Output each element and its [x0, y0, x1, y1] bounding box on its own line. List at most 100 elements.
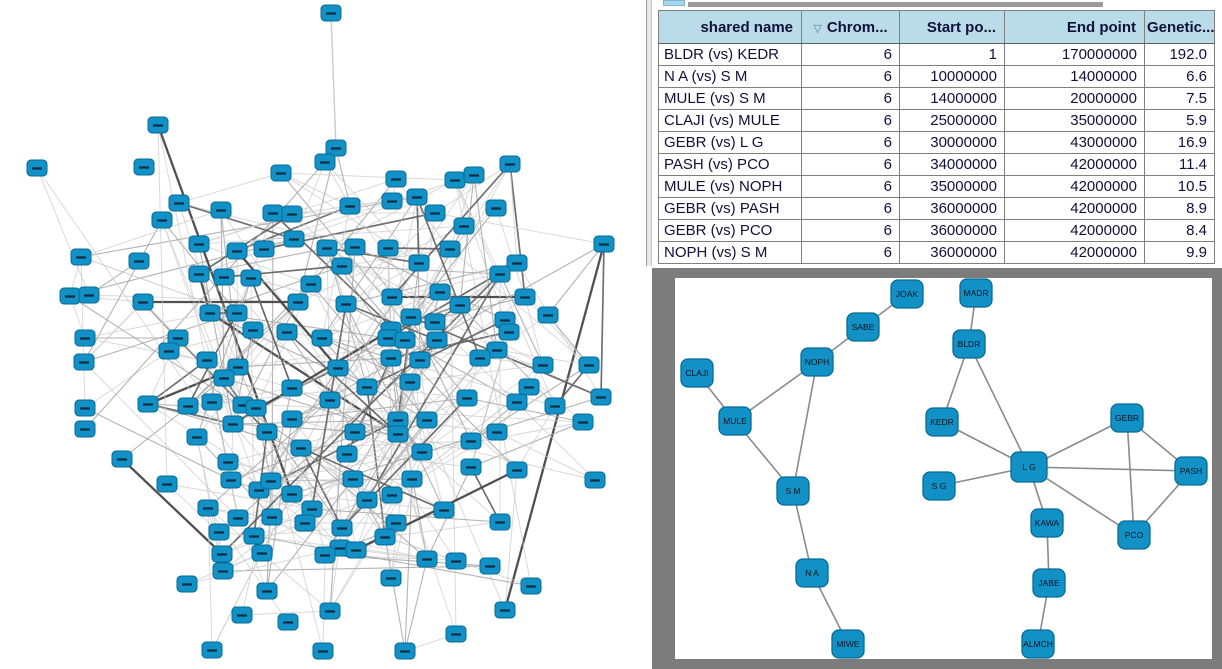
network-node[interactable]	[469, 349, 491, 367]
network-node[interactable]	[283, 230, 305, 248]
network-node[interactable]	[188, 265, 210, 283]
cell-start-point[interactable]: 36000000	[899, 241, 1005, 264]
network-edge-NOPH-SM[interactable]	[792, 361, 818, 492]
network-edge-GEBR-PCO[interactable]	[1126, 417, 1135, 536]
network-node[interactable]	[251, 544, 273, 562]
cell-shared-name[interactable]: N A (vs) S M	[658, 65, 802, 88]
network-node[interactable]	[201, 393, 223, 411]
network-node[interactable]	[416, 411, 438, 429]
cell-start-point[interactable]: 10000000	[899, 65, 1005, 88]
network-node[interactable]	[374, 528, 396, 546]
network-node[interactable]	[188, 235, 210, 253]
network-node[interactable]	[356, 378, 378, 396]
network-node[interactable]	[231, 606, 253, 624]
column-header-shared-name[interactable]: shared name	[658, 10, 802, 44]
cell-end-point[interactable]: 35000000	[1004, 109, 1145, 132]
network-node[interactable]	[381, 288, 403, 306]
cell-genetic-distance[interactable]: 9.9	[1144, 241, 1215, 264]
network-node[interactable]	[74, 420, 96, 438]
network-node[interactable]	[211, 545, 233, 563]
network-node-NA[interactable]: N A	[795, 558, 829, 588]
network-node[interactable]	[506, 461, 528, 479]
network-node[interactable]	[156, 475, 178, 493]
network-node[interactable]	[449, 296, 471, 314]
network-node[interactable]	[387, 425, 409, 443]
cell-start-point[interactable]: 36000000	[899, 197, 1005, 220]
network-node[interactable]	[342, 470, 364, 488]
network-node[interactable]	[240, 269, 262, 287]
network-node-GEBR[interactable]: GEBR	[1110, 403, 1144, 433]
network-node[interactable]	[394, 642, 416, 660]
cell-end-point[interactable]: 170000000	[1004, 43, 1145, 66]
network-node[interactable]	[537, 306, 559, 324]
network-node[interactable]	[168, 194, 190, 212]
network-node[interactable]	[409, 351, 431, 369]
cell-genetic-distance[interactable]: 8.4	[1144, 219, 1215, 242]
cell-shared-name[interactable]: MULE (vs) NOPH	[658, 175, 802, 198]
network-node[interactable]	[26, 159, 48, 177]
network-node[interactable]	[506, 393, 528, 411]
network-node[interactable]	[578, 356, 600, 374]
network-node[interactable]	[463, 166, 485, 184]
network-node[interactable]	[336, 445, 358, 463]
table-row[interactable]: CLAJI (vs) MULE 6 25000000 35000000 5.9	[658, 109, 1215, 132]
column-header-end-point[interactable]: End point	[1004, 10, 1145, 44]
network-node-LG[interactable]: L G	[1010, 451, 1048, 483]
network-node[interactable]	[514, 288, 536, 306]
network-node-NOPH[interactable]: NOPH	[800, 347, 834, 377]
network-node[interactable]	[167, 329, 189, 347]
network-node-SM[interactable]: S M	[776, 476, 810, 506]
network-node[interactable]	[486, 423, 508, 441]
network-node[interactable]	[220, 471, 242, 489]
network-edge-LG-PASH[interactable]	[1028, 466, 1192, 472]
cell-end-point[interactable]: 20000000	[1004, 87, 1145, 110]
network-node[interactable]	[260, 472, 282, 490]
network-node-BLDR[interactable]: BLDR	[952, 329, 986, 359]
table-row[interactable]: GEBR (vs) PCO 6 36000000 42000000 8.4	[658, 219, 1215, 242]
cell-shared-name[interactable]: GEBR (vs) PASH	[658, 197, 802, 220]
network-node[interactable]	[339, 197, 361, 215]
network-node[interactable]	[74, 329, 96, 347]
network-node-SG[interactable]: S G	[922, 471, 956, 501]
column-header-chromosome[interactable]: ▽ Chrom...	[801, 10, 900, 44]
cell-chromosome[interactable]: 6	[801, 43, 900, 66]
tab-fragment[interactable]	[663, 0, 685, 6]
network-node[interactable]	[499, 155, 521, 173]
network-node[interactable]	[270, 164, 292, 182]
network-node[interactable]	[520, 577, 542, 595]
cell-genetic-distance[interactable]: 16.9	[1144, 131, 1215, 154]
network-node[interactable]	[73, 353, 95, 371]
network-node[interactable]	[290, 439, 312, 457]
network-node-MULE[interactable]: MULE	[718, 406, 752, 436]
network-node[interactable]	[253, 240, 275, 258]
network-node[interactable]	[345, 541, 367, 559]
network-node[interactable]	[316, 239, 338, 257]
cell-chromosome[interactable]: 6	[801, 219, 900, 242]
network-node[interactable]	[356, 491, 378, 509]
cell-end-point[interactable]: 42000000	[1004, 175, 1145, 198]
network-edge-BLDR-LG[interactable]	[968, 343, 1030, 468]
table-row[interactable]: BLDR (vs) KEDR 6 1 170000000 192.0	[658, 43, 1215, 66]
network-node[interactable]	[406, 188, 428, 206]
network-node[interactable]	[399, 373, 421, 391]
network-node[interactable]	[344, 238, 366, 256]
network-node[interactable]	[262, 204, 284, 222]
network-node[interactable]	[199, 304, 221, 322]
network-node[interactable]	[256, 582, 278, 600]
network-node[interactable]	[242, 321, 264, 339]
network-node[interactable]	[485, 199, 507, 217]
network-node[interactable]	[74, 399, 96, 417]
cell-start-point[interactable]: 34000000	[899, 153, 1005, 176]
cell-start-point[interactable]: 36000000	[899, 219, 1005, 242]
network-node[interactable]	[78, 286, 100, 304]
network-node[interactable]	[408, 254, 430, 272]
cell-end-point[interactable]: 42000000	[1004, 219, 1145, 242]
network-node[interactable]	[433, 501, 455, 519]
cell-chromosome[interactable]: 6	[801, 87, 900, 110]
network-node[interactable]	[489, 513, 511, 531]
network-node[interactable]	[201, 641, 223, 659]
column-header-start-point[interactable]: Start po...	[899, 10, 1005, 44]
network-node[interactable]	[59, 287, 81, 305]
cell-chromosome[interactable]: 6	[801, 131, 900, 154]
